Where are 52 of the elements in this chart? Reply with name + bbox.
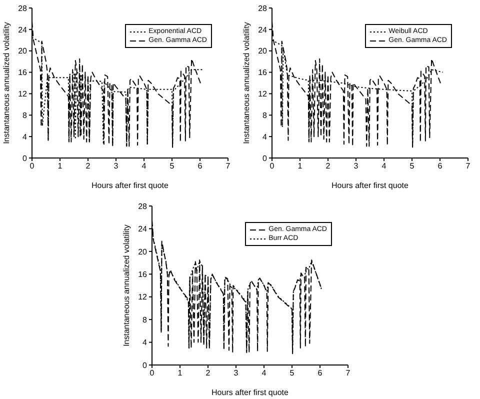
x-tick-label: 6 <box>438 162 443 171</box>
x-tick-label: 2 <box>206 368 211 378</box>
y-tick-label: 20 <box>18 46 28 56</box>
y-axis-title: Instantaneous annualized volatility <box>2 22 11 144</box>
y-tick-label: 16 <box>18 68 28 78</box>
x-tick-label: 3 <box>354 162 359 171</box>
y-tick-label: 28 <box>18 4 28 13</box>
y-tick-label: 8 <box>22 110 28 120</box>
y-tick-label: 12 <box>138 292 148 302</box>
y-axis-title: Instantaneous annualized volatility <box>242 22 251 144</box>
y-tick-label: 4 <box>22 132 28 142</box>
y-axis-title: Instantaneous annualized volatility <box>122 224 131 346</box>
x-tick-label: 0 <box>270 162 275 171</box>
y-tick-label: 12 <box>258 90 268 99</box>
x-tick-label: 4 <box>382 162 387 171</box>
y-tick-label: 4 <box>262 132 268 142</box>
y-tick-label: 0 <box>22 154 28 163</box>
x-tick-label: 6 <box>198 162 203 171</box>
y-tick-label: 8 <box>262 110 268 120</box>
x-tick-label: 7 <box>466 162 471 171</box>
y-tick-label: 28 <box>258 4 268 13</box>
y-tick-label: 16 <box>258 68 268 78</box>
x-tick-label: 1 <box>298 162 303 171</box>
y-tick-label: 24 <box>138 224 148 234</box>
y-tick-label: 20 <box>138 247 148 256</box>
x-tick-label: 3 <box>114 162 119 171</box>
x-axis-title: Hours after first quote <box>92 181 170 190</box>
x-tick-label: 5 <box>410 162 415 171</box>
y-tick-label: 16 <box>138 270 148 279</box>
y-tick-label: 8 <box>142 315 148 324</box>
y-tick-label: 12 <box>18 90 28 99</box>
y-tick-label: 4 <box>142 338 148 348</box>
x-tick-label: 7 <box>226 162 231 171</box>
x-tick-label: 7 <box>346 368 351 378</box>
x-axis-title: Hours after first quote <box>212 388 290 397</box>
y-tick-label: 24 <box>258 25 268 34</box>
x-tick-label: 2 <box>86 162 91 171</box>
y-tick-label: 28 <box>138 202 148 211</box>
x-tick-label: 5 <box>290 368 295 378</box>
x-tick-label: 2 <box>326 162 331 171</box>
x-tick-label: 6 <box>318 368 323 378</box>
x-tick-label: 0 <box>30 162 35 171</box>
x-axis-title: Hours after first quote <box>332 181 410 190</box>
x-tick-label: 1 <box>58 162 63 171</box>
x-tick-label: 3 <box>234 368 239 378</box>
y-tick-label: 0 <box>262 154 268 163</box>
y-tick-label: 24 <box>18 25 28 34</box>
x-tick-label: 0 <box>150 368 155 378</box>
y-tick-label: 0 <box>142 360 148 370</box>
x-tick-label: 1 <box>178 368 183 378</box>
x-tick-label: 5 <box>170 162 175 171</box>
y-tick-label: 20 <box>258 46 268 56</box>
